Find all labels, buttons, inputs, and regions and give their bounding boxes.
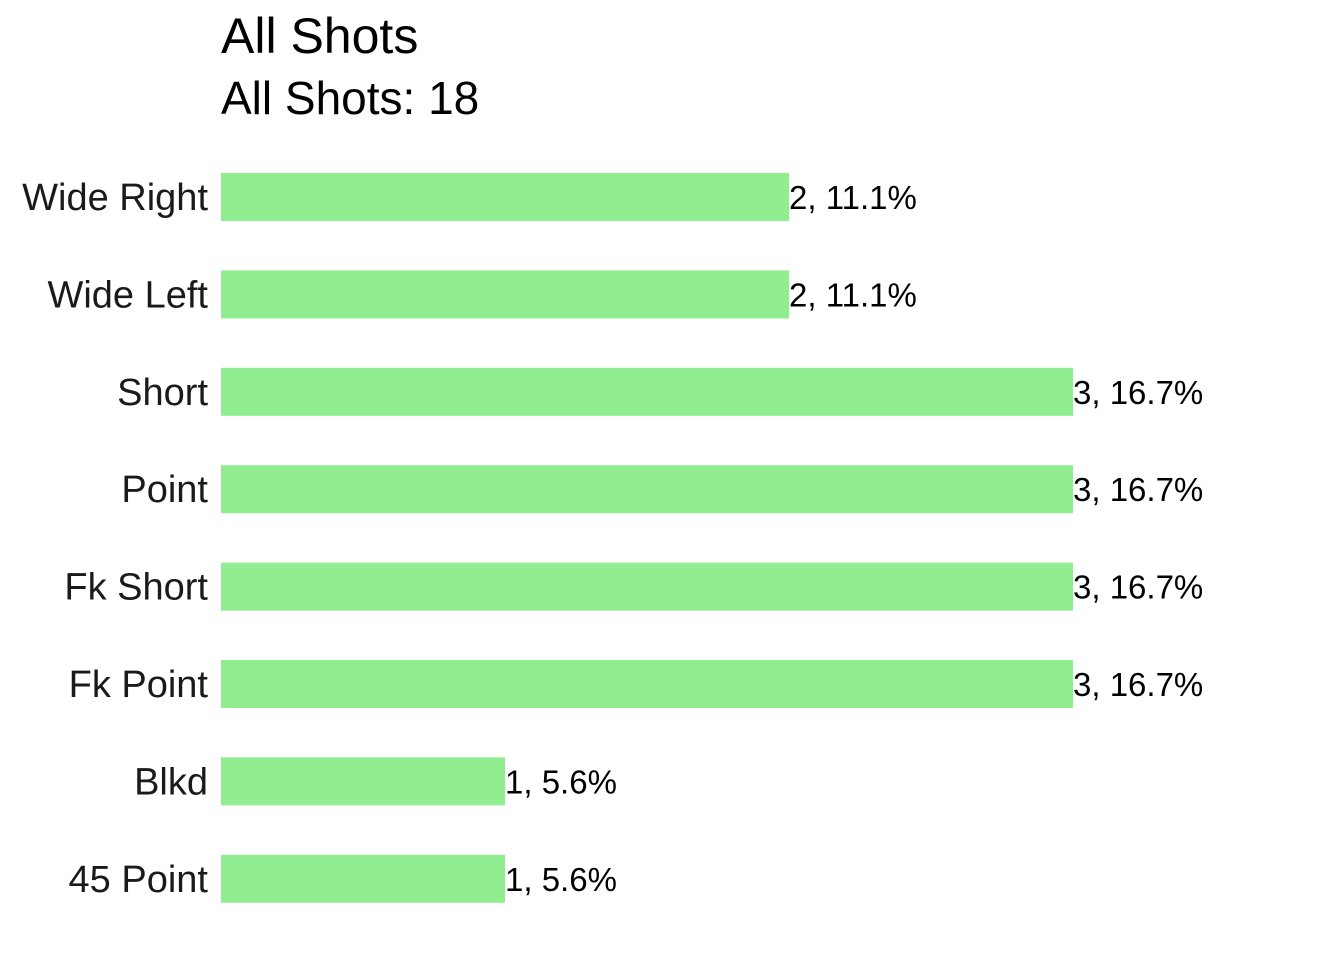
bar: [221, 367, 1073, 416]
bar: [221, 270, 789, 319]
category-label: Wide Right: [22, 177, 208, 219]
chart-subtitle: All Shots: 18: [221, 72, 480, 124]
chart-title: All Shots: [221, 8, 419, 64]
category-labels: Wide Right Wide Left Short Point Fk Short Fk …: [22, 177, 208, 901]
category-label: 45 Point: [69, 859, 209, 901]
data-label: 3, 16.7%: [1073, 666, 1203, 703]
category-label: Fk Point: [69, 664, 209, 706]
data-label: 2, 11.1%: [789, 276, 917, 313]
category-label: Point: [121, 469, 208, 511]
bar: [221, 465, 1073, 514]
category-label: Fk Short: [64, 567, 208, 609]
bar: [221, 757, 505, 806]
data-label: 3, 16.7%: [1073, 569, 1203, 606]
data-label: 3, 16.7%: [1073, 471, 1203, 508]
bar: [221, 173, 789, 221]
category-label: Short: [117, 372, 208, 414]
data-label: 1, 5.6%: [505, 861, 617, 898]
bar: [221, 562, 1073, 611]
bar: [221, 854, 505, 903]
data-label: 1, 5.6%: [505, 763, 617, 800]
data-label: 2, 11.1%: [789, 179, 917, 216]
data-label: 3, 16.7%: [1073, 374, 1203, 411]
category-label: Wide Left: [47, 274, 208, 316]
bar: [221, 660, 1073, 708]
category-label: Blkd: [134, 761, 208, 803]
bars-group: [221, 173, 1073, 903]
data-labels: 2, 11.1% 2, 11.1% 3, 16.7% 3, 16.7% 3, 16.7%…: [505, 179, 1203, 898]
